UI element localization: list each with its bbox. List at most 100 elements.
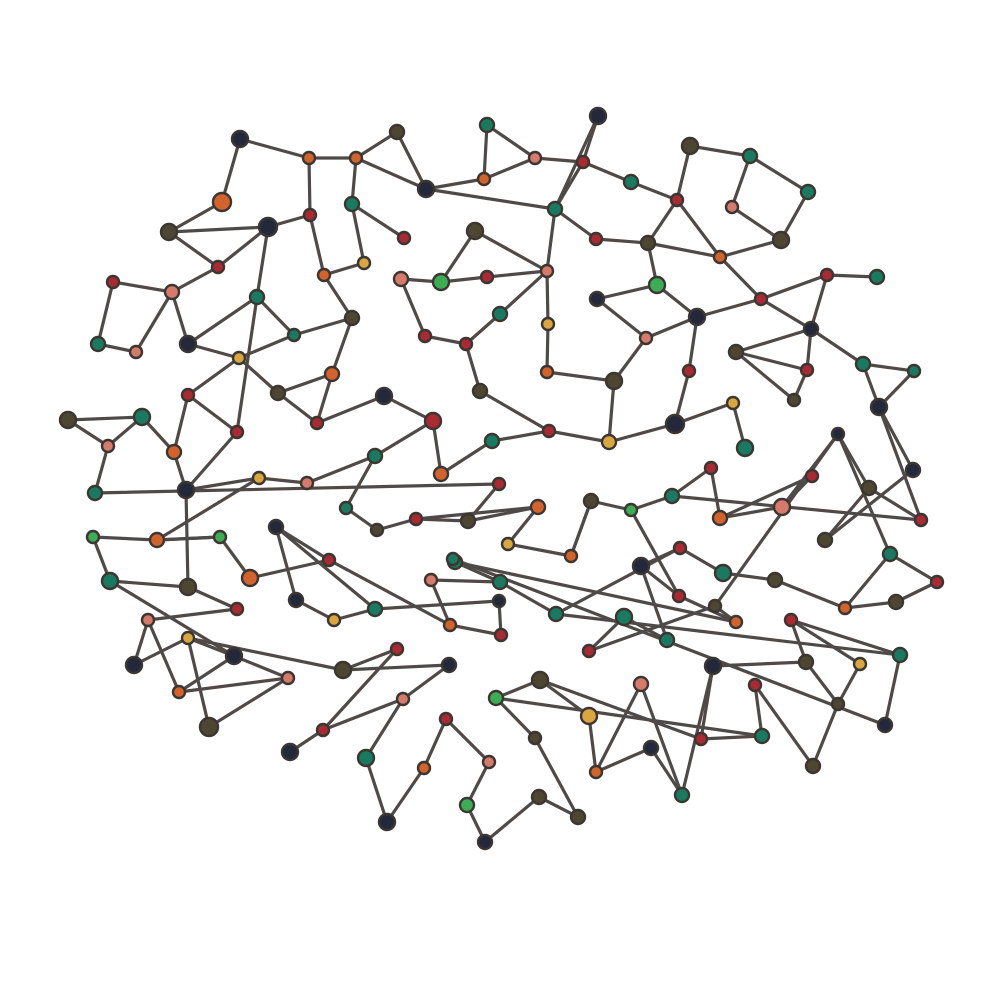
graph-node bbox=[356, 748, 376, 768]
graph-edge bbox=[177, 676, 290, 694]
graph-node bbox=[431, 272, 451, 292]
graph-node bbox=[830, 426, 846, 442]
graph-node bbox=[257, 216, 279, 238]
graph-node bbox=[458, 796, 476, 814]
graph-edge bbox=[699, 734, 764, 741]
graph-edge bbox=[773, 578, 847, 610]
graph-edge bbox=[688, 144, 752, 158]
graph-edge bbox=[867, 486, 923, 522]
graph-edge bbox=[594, 746, 653, 774]
graph-node bbox=[476, 833, 494, 851]
graph-edge bbox=[373, 599, 501, 611]
graph-edge bbox=[581, 160, 633, 184]
graph-edge bbox=[401, 663, 451, 701]
graph-node bbox=[707, 598, 723, 614]
graph-edge bbox=[547, 429, 611, 444]
graph-node bbox=[491, 593, 507, 609]
graph-node bbox=[478, 116, 496, 134]
graph-node bbox=[876, 716, 894, 734]
graph-node bbox=[100, 438, 116, 454]
graph-node bbox=[100, 571, 120, 591]
graph-edge bbox=[789, 618, 862, 666]
graph-node bbox=[356, 255, 372, 271]
graph-node bbox=[658, 631, 676, 649]
graph-edge bbox=[429, 578, 502, 584]
graph-node bbox=[389, 641, 405, 657]
graph-edge bbox=[274, 525, 331, 562]
graph-node bbox=[799, 183, 817, 201]
graph-edge bbox=[861, 362, 916, 373]
graph-node bbox=[771, 230, 791, 250]
graph-edge bbox=[216, 225, 270, 269]
graph-node bbox=[680, 136, 700, 156]
graph-node bbox=[741, 147, 759, 165]
graph-node bbox=[541, 423, 557, 439]
graph-node bbox=[165, 443, 183, 461]
graph-node bbox=[124, 655, 144, 675]
graph-edge bbox=[308, 213, 326, 277]
graph-node bbox=[786, 392, 802, 408]
graph-edge bbox=[825, 273, 879, 279]
graph-edge bbox=[341, 647, 399, 672]
graph-node bbox=[148, 531, 166, 549]
graph-node bbox=[343, 309, 361, 327]
graph-node bbox=[753, 727, 771, 745]
graph-edge bbox=[220, 137, 242, 204]
graph-edge bbox=[485, 123, 537, 160]
graph-node bbox=[664, 413, 686, 435]
graph-edge bbox=[167, 230, 220, 269]
graph-node bbox=[89, 335, 107, 353]
graph-node bbox=[369, 522, 385, 538]
graph-node bbox=[647, 275, 667, 295]
graph-edge bbox=[649, 746, 684, 797]
graph-node bbox=[417, 328, 433, 344]
graph-edge bbox=[843, 552, 892, 610]
graph-node bbox=[416, 760, 432, 776]
graph-edge bbox=[96, 280, 115, 346]
graph-edge bbox=[424, 177, 486, 191]
graph-edge bbox=[734, 350, 809, 372]
graph-edge bbox=[607, 379, 616, 444]
graph-edge bbox=[759, 273, 829, 301]
graph-node bbox=[224, 646, 244, 666]
graph-edge bbox=[330, 316, 354, 376]
graph-node bbox=[302, 207, 318, 223]
graph-edge bbox=[276, 372, 334, 395]
graph-edge bbox=[718, 474, 814, 520]
graph-node bbox=[727, 343, 745, 361]
graph-edge bbox=[748, 154, 810, 194]
graph-node bbox=[623, 502, 639, 518]
graph-node bbox=[906, 363, 922, 379]
graph-edge bbox=[186, 636, 211, 729]
graph-node bbox=[374, 386, 394, 406]
graph-edge bbox=[186, 636, 345, 672]
graph-node bbox=[326, 612, 342, 628]
graph-edge bbox=[877, 405, 915, 472]
graph-edge bbox=[554, 546, 682, 616]
graph-edge bbox=[811, 702, 840, 768]
graph-edge bbox=[594, 682, 643, 774]
graph-node bbox=[465, 221, 485, 241]
graph-node bbox=[529, 498, 547, 516]
graph-node bbox=[212, 529, 228, 545]
graph-edge bbox=[453, 560, 738, 624]
graph-edge bbox=[385, 766, 426, 824]
graph-node bbox=[693, 731, 709, 747]
graph-edge bbox=[607, 422, 677, 444]
graph-node bbox=[287, 591, 305, 609]
graph-edge bbox=[186, 393, 239, 434]
graph-edge bbox=[753, 683, 764, 738]
graph-edge bbox=[350, 202, 366, 265]
graph-edge bbox=[134, 290, 174, 354]
graph-node bbox=[491, 476, 507, 492]
graph-node bbox=[854, 355, 872, 373]
graph-edge bbox=[354, 156, 428, 191]
graph-node bbox=[604, 371, 624, 391]
graph-node bbox=[280, 670, 296, 686]
graph-edge bbox=[718, 238, 783, 259]
graph-node bbox=[438, 711, 454, 727]
graph-edge bbox=[238, 137, 311, 160]
graph-edge bbox=[478, 389, 551, 433]
graph-edge bbox=[344, 454, 377, 510]
